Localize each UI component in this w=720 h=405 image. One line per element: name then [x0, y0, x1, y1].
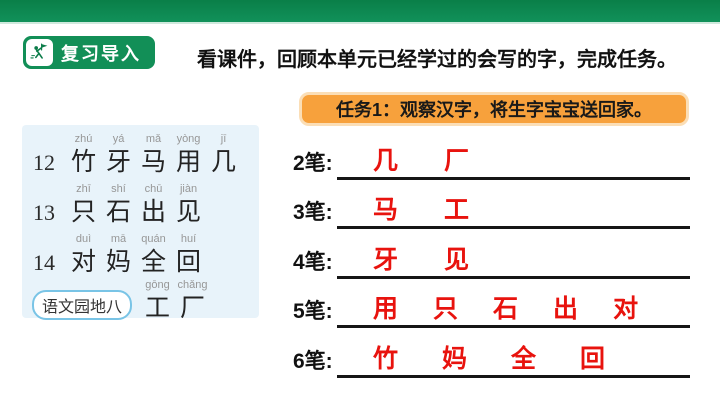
- task-banner: 任务1：观察汉字，将生字宝宝送回家。: [299, 92, 689, 126]
- hanzi: 全: [140, 249, 166, 276]
- pinyin: chǎng: [177, 279, 208, 291]
- pinyin: yá: [112, 133, 125, 145]
- answer-char: 回: [580, 344, 606, 373]
- hanzi: 马: [140, 149, 166, 176]
- char-cell: zhú 竹: [66, 133, 101, 180]
- answer-char: 对: [613, 295, 639, 324]
- pinyin: chū: [144, 183, 163, 195]
- pinyin: duì: [75, 233, 92, 245]
- instruction-text: 看课件，回顾本单元已经学过的会写的字，完成任务。: [197, 49, 677, 71]
- lesson-panel: 12 zhú 竹 yá 牙 mǎ 马 yòng 用 jī 几 13: [22, 125, 259, 322]
- stroke-row-5: 5笔: 用 只 石 出 对: [293, 279, 690, 329]
- lesson-number: 13: [33, 200, 55, 225]
- answer-char: 竹: [373, 344, 399, 373]
- stroke-count-label: 2笔:: [293, 151, 333, 175]
- char-cell: jiàn 见: [171, 183, 206, 230]
- pinyin: huí: [180, 233, 197, 245]
- hanzi: 竹: [70, 149, 96, 176]
- answer-char: 妈: [442, 344, 468, 373]
- stroke-count-label: 4笔:: [293, 250, 333, 274]
- lesson-number: 12: [33, 150, 55, 175]
- char-cell: quán 全: [136, 233, 171, 280]
- lesson-row-yuandi: 语文园地八 gōng 工 chǎng 厂: [22, 279, 259, 326]
- answer-char: 只: [433, 295, 459, 324]
- hanzi: 回: [175, 249, 201, 276]
- char-cell: zhī 只: [66, 183, 101, 230]
- hanzi: 石: [105, 199, 131, 226]
- stroke-count-label: 3笔:: [293, 201, 333, 225]
- answer-char: 出: [553, 295, 579, 324]
- stroke-row-2: 2笔: 几 厂: [293, 130, 690, 180]
- pinyin: quán: [141, 233, 166, 245]
- answer-char: 见: [444, 245, 470, 274]
- hanzi: 见: [175, 199, 201, 226]
- hanzi: 对: [70, 249, 96, 276]
- pinyin: mā: [110, 233, 127, 245]
- char-cell: shí 石: [101, 183, 136, 230]
- review-badge-label: 复习导入: [61, 43, 141, 64]
- pinyin: zhī: [76, 183, 91, 195]
- char-cell: yòng 用: [171, 133, 206, 180]
- char-cell: gōng 工: [140, 279, 175, 326]
- hanzi: 用: [175, 149, 201, 176]
- hanzi: 出: [140, 199, 166, 226]
- hanzi: 几: [210, 149, 236, 176]
- garden-unit-badge: 语文园地八: [32, 290, 133, 320]
- answer-char: 全: [511, 344, 537, 373]
- answer-char: 厂: [444, 146, 470, 175]
- stroke-count-label: 6笔:: [293, 349, 333, 373]
- char-cell: duì 对: [66, 233, 101, 280]
- pinyin: gōng: [145, 279, 170, 291]
- pinyin: jī: [220, 133, 227, 145]
- pinyin: mǎ: [145, 133, 162, 145]
- stroke-row-3: 3笔: 马 工: [293, 180, 690, 230]
- pinyin: shí: [111, 183, 126, 195]
- answer-char: 工: [444, 196, 470, 225]
- hanzi: 工: [145, 295, 171, 322]
- answer-char: 石: [493, 295, 519, 324]
- char-cell: yá 牙: [101, 133, 136, 180]
- hanzi: 只: [70, 199, 96, 226]
- pinyin: yòng: [176, 133, 201, 145]
- answer-char: 马: [373, 196, 399, 225]
- top-bar: [0, 0, 720, 24]
- char-cell: huí 回: [171, 233, 206, 280]
- hanzi: 厂: [180, 295, 206, 322]
- lesson-row-12: 12 zhú 竹 yá 牙 mǎ 马 yòng 用 jī 几: [22, 130, 259, 180]
- answer-line: 几 厂: [337, 146, 690, 180]
- pinyin: zhú: [74, 133, 93, 145]
- char-cell: chǎng 厂: [175, 279, 210, 326]
- char-cell: mā 妈: [101, 233, 136, 280]
- answer-line: 牙 见: [337, 245, 690, 279]
- char-cell: mǎ 马: [136, 133, 171, 180]
- runner-flag-icon: [26, 39, 53, 66]
- stroke-row-6: 6笔: 竹 妈 全 回: [293, 328, 690, 378]
- pinyin: jiàn: [179, 183, 198, 195]
- answer-char: 牙: [373, 245, 399, 274]
- answer-char: 几: [373, 146, 399, 175]
- answer-line: 竹 妈 全 回: [337, 344, 690, 378]
- lesson-number: 14: [33, 250, 55, 275]
- stroke-task-list: 2笔: 几 厂 3笔: 马 工 4笔: 牙 见 5笔: 用 只: [293, 130, 690, 378]
- char-cell: chū 出: [136, 183, 171, 230]
- answer-line: 用 只 石 出 对: [337, 294, 690, 329]
- char-cell: jī 几: [206, 133, 241, 180]
- lesson-row-14: 14 duì 对 mā 妈 quán 全 huí 回: [22, 230, 259, 280]
- answer-char: 用: [373, 295, 399, 324]
- hanzi: 牙: [105, 149, 131, 176]
- hanzi: 妈: [105, 249, 131, 276]
- answer-line: 马 工: [337, 195, 690, 230]
- review-badge: 复习导入: [23, 36, 155, 69]
- stroke-count-label: 5笔:: [293, 300, 333, 324]
- stroke-row-4: 4笔: 牙 见: [293, 229, 690, 279]
- lesson-row-13: 13 zhī 只 shí 石 chū 出 jiàn 见: [22, 180, 259, 230]
